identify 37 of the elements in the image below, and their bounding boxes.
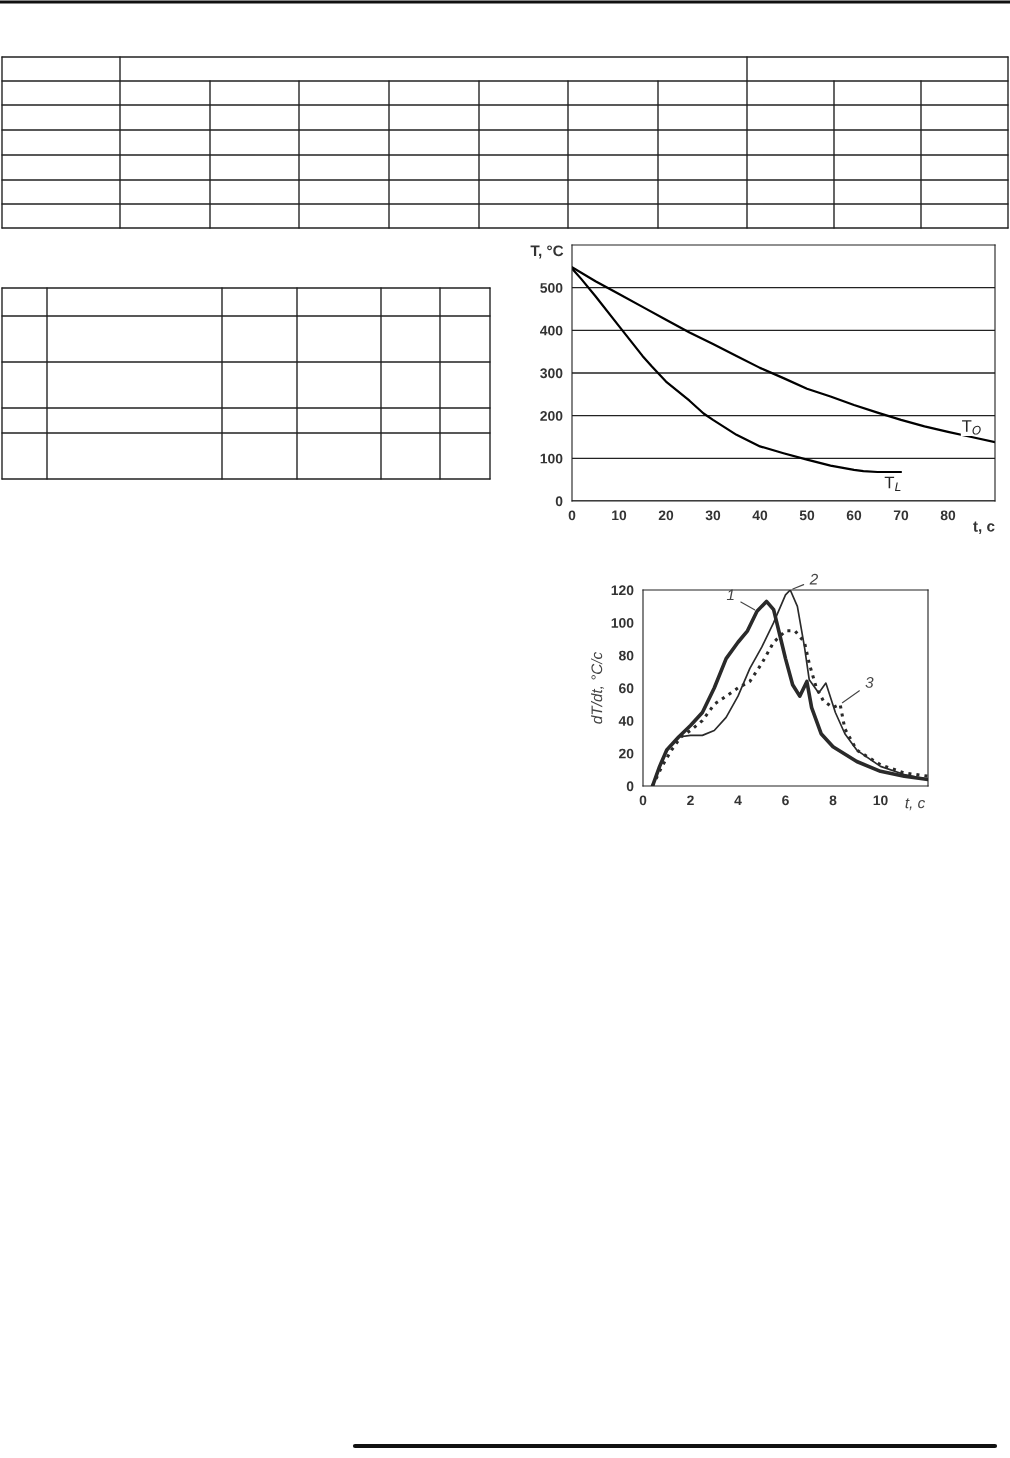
y-axis-title: T, °C (530, 245, 564, 259)
x-tick-label: 50 (799, 510, 815, 521)
series-label: 2 (809, 573, 818, 585)
y-tick-label: 300 (540, 368, 563, 379)
x-tick-label: 10 (612, 510, 627, 521)
y-tick-label: 200 (540, 411, 563, 421)
series-label: T$_{O}$ (962, 420, 981, 435)
y-tick-label: 80 (618, 650, 634, 661)
x-axis-title: t, c (905, 798, 926, 811)
x-tick-label: 40 (752, 510, 768, 521)
x-tick-label: 10 (873, 795, 888, 806)
x-tick-label: 8 (829, 795, 837, 806)
x-tick-label: 80 (940, 510, 956, 521)
y-tick-label: 40 (618, 716, 634, 726)
x-tick-label: 30 (705, 510, 721, 521)
y-tick-label: 500 (540, 283, 563, 293)
y-tick-label: 20 (619, 748, 634, 759)
series-label: T$_{L}$ (884, 476, 901, 491)
y-tick-label: 0 (555, 496, 563, 507)
series-label: 3 (865, 677, 874, 688)
x-tick-label: 0 (639, 795, 647, 806)
x-tick-label: 20 (658, 510, 674, 521)
y-tick-label: 400 (540, 325, 563, 336)
x-axis-title: t, c (973, 521, 995, 534)
y-tick-label: 100 (611, 618, 634, 628)
x-tick-label: 70 (893, 510, 909, 521)
x-tick-label: 6 (782, 795, 789, 806)
series-label: 1 (726, 589, 734, 601)
y-tick-label: 120 (611, 585, 634, 596)
y-axis-title: dT/dt, °C/c (591, 652, 605, 724)
y-tick-label: 0 (626, 781, 634, 792)
x-tick-label: 4 (734, 795, 742, 806)
x-tick-label: 2 (687, 795, 694, 806)
x-tick-label: 0 (568, 510, 576, 521)
x-tick-label: 60 (846, 510, 862, 521)
y-tick-label: 60 (619, 683, 634, 694)
y-tick-label: 100 (540, 453, 563, 464)
